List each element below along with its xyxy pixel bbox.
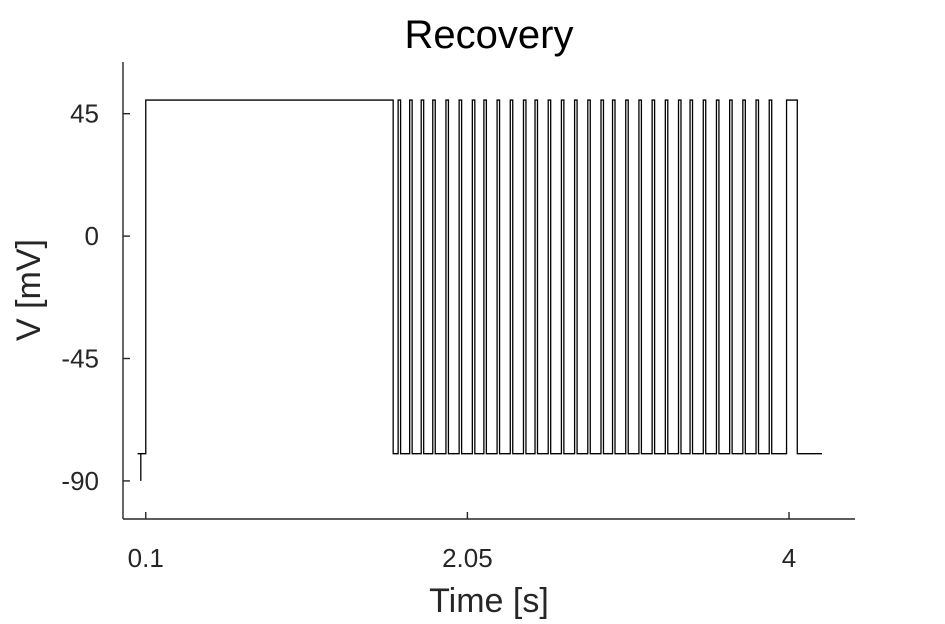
x-axis-label: Time [s] bbox=[429, 582, 549, 620]
y-axis-label: V [mV] bbox=[10, 239, 48, 341]
voltage-trace-line bbox=[137, 99, 823, 481]
voltage-traces bbox=[137, 99, 823, 481]
y-tick-label: 45 bbox=[70, 99, 99, 129]
y-tick-label: -90 bbox=[61, 466, 99, 496]
y-ticks: -90 -45 0 45 bbox=[61, 99, 130, 496]
x-tick-label: 2.05 bbox=[442, 543, 493, 573]
x-ticks: 0.1 2.05 4 bbox=[128, 512, 796, 573]
x-tick-label: 4 bbox=[782, 543, 796, 573]
y-tick-label: 0 bbox=[85, 221, 99, 251]
chart-title: Recovery bbox=[405, 13, 574, 57]
x-tick-label: 0.1 bbox=[128, 543, 164, 573]
y-tick-label: -45 bbox=[61, 344, 99, 374]
